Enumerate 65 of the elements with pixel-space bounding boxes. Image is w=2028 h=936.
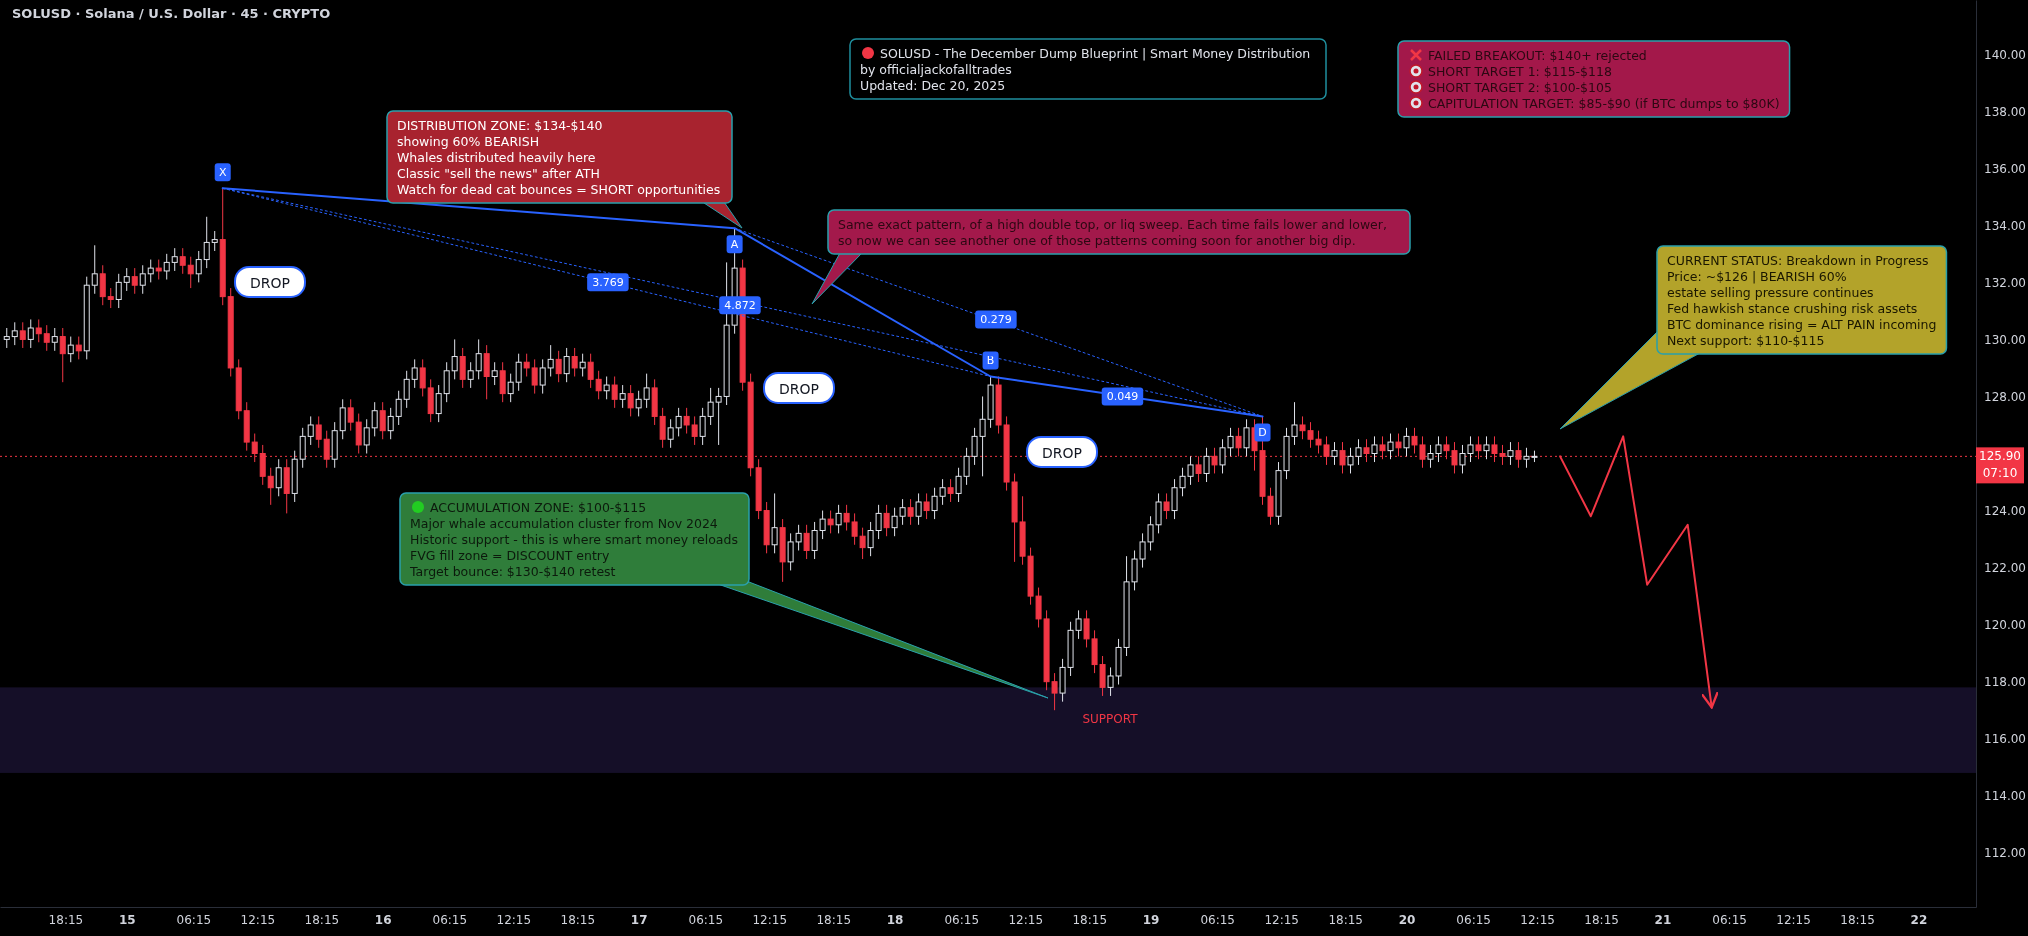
x-tick-label: 06:15: [1456, 912, 1491, 927]
data-label: X: [218, 166, 227, 180]
y-tick-label: 118.00: [1984, 675, 2026, 690]
data-label: B: [986, 354, 995, 368]
x-tick-label: 06:15: [1712, 912, 1747, 927]
x-tick-label: 18:15: [560, 912, 596, 927]
x-tick-label: 18:15: [48, 912, 84, 927]
annotation: Same exact pattern, of a high double top, or liq sweep. Each time fails lower and lower, so now we can see another one of those patterns coming soon for another big dip.: [838, 217, 1387, 248]
x-tick-label: 06:15: [176, 912, 212, 927]
annotation: 0.279: [980, 313, 1012, 327]
y-tick-label: 140.00: [1984, 47, 2026, 62]
text: 07:10: [1982, 466, 2018, 481]
band-label: SUPPORT: [1082, 712, 1139, 727]
x-tick-label: 06:15: [432, 912, 468, 927]
x-tick-label: 12:15: [752, 912, 788, 927]
data-label: D: [1258, 426, 1267, 440]
x-tick-label: 20: [1398, 912, 1416, 927]
x-tick-label: 12:15: [1520, 912, 1555, 927]
x-tick-label: 06:15: [688, 912, 724, 927]
annotation: ACCUMULATION ZONE: $100-$115 Major whale accumulation cluster from Nov 2024 Historic support - this is where smart money reloads FVG fill zone = DISCOUNT entry Target bounce: $130-$140 retest: [409, 500, 738, 579]
y-tick-label: 114.00: [1984, 789, 2026, 804]
y-tick-label: 138.00: [1984, 104, 2026, 119]
y-tick-label: 134.00: [1984, 218, 2026, 233]
x-tick-label: 17: [630, 912, 648, 927]
x-tick-label: 18:15: [1072, 912, 1108, 927]
y-tick-label: 132.00: [1984, 275, 2026, 290]
x-tick-label: 12:15: [240, 912, 276, 927]
data-label: A: [730, 238, 739, 252]
chart-title: SOLUSD · Solana / U.S. Dollar · 45 · CRYPTO: [12, 6, 331, 21]
annotation: SOLUSD - The December Dump Blueprint | Smart Money Distribution by officialjackofalltrades Updated: Dec 20, 2025: [860, 46, 1311, 93]
x-tick-label: 15: [118, 912, 136, 927]
x-tick-label: 18:15: [1584, 912, 1619, 927]
y-tick-label: 136.00: [1984, 161, 2026, 176]
x-tick-label: 12:15: [1264, 912, 1299, 927]
annotation: 0.049: [1106, 390, 1139, 404]
y-tick-label: 124.00: [1984, 503, 2026, 518]
y-tick-label: 116.00: [1984, 732, 2026, 747]
y-tick-label: 130.00: [1984, 332, 2026, 347]
x-tick-label: 12:15: [1008, 912, 1044, 927]
x-tick-label: 06:15: [944, 912, 980, 927]
y-tick-label: 122.00: [1984, 560, 2026, 575]
annotation: DROP: [250, 275, 290, 291]
y-tick-label: 112.00: [1984, 846, 2026, 861]
x-tick-label: 18:15: [304, 912, 340, 927]
y-tick-label: 120.00: [1984, 617, 2026, 632]
x-tick-label: 12:15: [496, 912, 532, 927]
x-tick-label: 06:15: [1200, 912, 1235, 927]
annotation: DROP: [1042, 445, 1082, 461]
x-tick-label: 12:15: [1776, 912, 1811, 927]
x-tick-label: 19: [1142, 912, 1160, 927]
y-tick-label: 128.00: [1984, 389, 2026, 404]
x-tick-label: 21: [1654, 912, 1672, 927]
x-tick-label: 18:15: [1328, 912, 1363, 927]
x-tick-label: 18:15: [1840, 912, 1875, 927]
ref-line-label: 125.90: [1979, 449, 2021, 464]
annotation: FAILED BREAKOUT: $140+ rejected SHORT TARGET 1: $115-$118 SHORT TARGET 2: $100-$105 CAPITULATION TARGET: $85-$90 (if BTC dumps to $80K): [1428, 48, 1780, 111]
x-tick-label: 16: [374, 912, 392, 927]
x-tick-label: 18:15: [816, 912, 852, 927]
x-tick-label: 22: [1910, 912, 1928, 927]
x-tick-label: 18: [886, 912, 904, 927]
annotation: CURRENT STATUS: Breakdown in Progress Price: ~$126 | BEARISH 60% estate selling pressure continues Fed hawkish stance crushing risk assets BTC dominance rising = ALT PAIN incoming Next support: $110-$115: [1667, 253, 1937, 348]
annotation: DISTRIBUTION ZONE: $134-$140 showing 60% BEARISH Whales distributed heavily here Classic "sell the news" after ATH Watch for dead cat bounces = SHORT opportunities: [397, 118, 721, 197]
annotation: 3.769: [592, 276, 624, 290]
annotation: 4.872: [724, 299, 756, 313]
annotation: DROP: [779, 381, 819, 397]
